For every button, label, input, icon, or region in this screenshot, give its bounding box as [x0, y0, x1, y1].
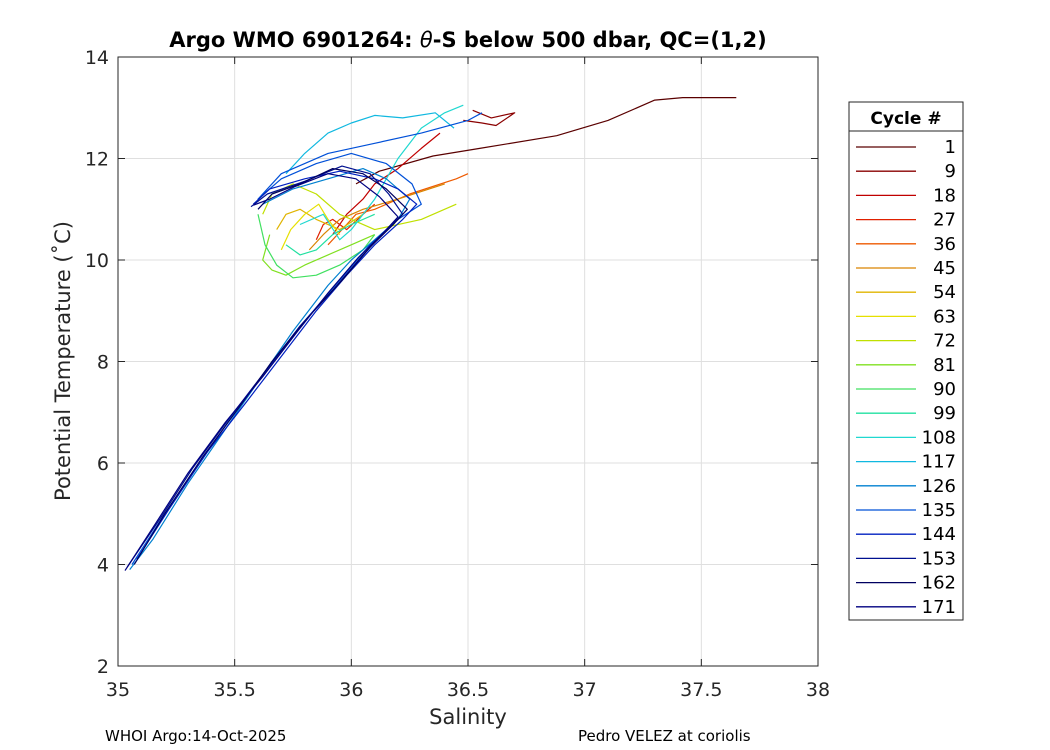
legend-entries: 1 9 18 27 36 45 54 63 72 81 90 99 108 117 126 135 144 153…: [856, 137, 956, 618]
series-line-cycle-171: [124, 173, 399, 571]
x-tick-label: 36: [339, 679, 363, 701]
series-line-cycle-54: [276, 208, 364, 231]
legend-label-162: 162: [922, 573, 956, 594]
y-axis-label: Potential Temperature (˚C): [51, 221, 75, 501]
series-line-cycle-1: [355, 96, 737, 185]
x-axis-label: Salinity: [429, 705, 507, 729]
y-tick-label: 8: [97, 352, 109, 374]
legend-label-1: 1: [945, 137, 956, 158]
series-group: [124, 96, 737, 571]
legend: Cycle # 19182736455463728190991081171261…: [848, 101, 964, 621]
x-tick-label: 35: [106, 679, 130, 701]
y-tick-label: 12: [85, 149, 109, 171]
series-line-cycle-63: [280, 203, 341, 251]
legend-label-18: 18: [933, 185, 956, 206]
y-tick-label: 2: [97, 656, 109, 678]
series-line-cycle-81: [262, 234, 375, 276]
legend-label-36: 36: [933, 234, 956, 255]
legend-label-171: 171: [922, 597, 956, 618]
legend-label-126: 126: [922, 476, 956, 497]
series-line-cycle-45: [308, 183, 445, 251]
legend-label-63: 63: [933, 306, 956, 327]
x-axis: 35 35.5 36 36.5 37 37.5 38: [106, 57, 830, 701]
y-axis: 2 4 6 8 10 12 14: [85, 47, 818, 678]
series-line-cycle-99: [285, 213, 375, 256]
series-line-cycle-144: [136, 170, 418, 560]
chart-title: Argo WMO 6901264: θ-S below 500 dbar, QC…: [169, 28, 766, 52]
footer-right: Pedro VELEZ at coriolis: [578, 727, 751, 745]
y-tick-label: 10: [85, 250, 109, 272]
series-line-cycle-108: [299, 104, 464, 241]
footer-left: WHOI Argo:14-Oct-2025: [105, 727, 286, 745]
legend-label-72: 72: [933, 331, 956, 352]
legend-label-117: 117: [922, 452, 956, 473]
series-line-cycle-117: [285, 112, 455, 175]
chart-title-suffix: -S below 500 dbar, QC=(1,2): [433, 28, 767, 52]
series-line-cycle-162: [133, 168, 408, 565]
legend-label-153: 153: [922, 548, 956, 569]
y-tick-label: 6: [97, 453, 109, 475]
legend-label-9: 9: [945, 161, 956, 182]
legend-label-54: 54: [933, 282, 956, 303]
legend-label-135: 135: [922, 500, 956, 521]
y-tick-label: 14: [85, 47, 109, 69]
series-line-cycle-9: [463, 109, 516, 127]
plot-area: 35 35.5 36 36.5 37 37.5 38 2 4 6 8 10 12 14: [85, 47, 830, 701]
legend-label-90: 90: [933, 379, 956, 400]
legend-label-108: 108: [922, 427, 956, 448]
y-tick-label: 4: [97, 555, 109, 577]
x-tick-label: 35.5: [214, 679, 256, 701]
series-line-cycle-126: [129, 168, 411, 570]
legend-label-144: 144: [922, 524, 956, 545]
x-tick-label: 37: [573, 679, 597, 701]
series-line-cycle-18: [332, 132, 441, 235]
legend-title: Cycle #: [870, 109, 941, 129]
x-tick-label: 36.5: [447, 679, 489, 701]
chart-title-theta: θ: [420, 28, 433, 52]
legend-label-45: 45: [933, 258, 956, 279]
chart-title-prefix: Argo WMO 6901264:: [169, 28, 420, 52]
legend-label-27: 27: [933, 210, 956, 231]
x-tick-label: 38: [806, 679, 830, 701]
x-tick-label: 37.5: [680, 679, 722, 701]
legend-label-99: 99: [933, 403, 956, 424]
legend-label-81: 81: [933, 355, 956, 376]
